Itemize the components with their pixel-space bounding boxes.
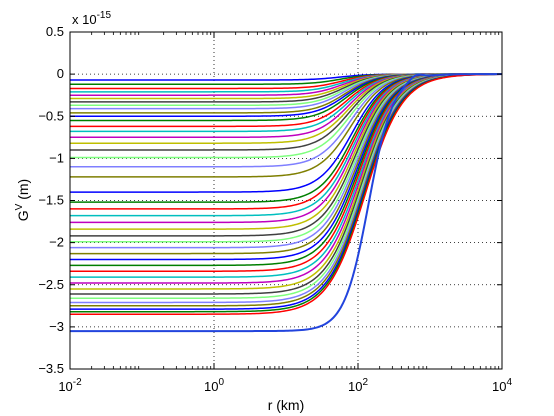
y-tick-label: −3: [49, 319, 64, 334]
y-axis-title-base: G: [15, 210, 31, 221]
y-tick-label: −3.5: [38, 361, 64, 376]
y-axis-title: GV (m): [14, 179, 31, 221]
y-tick-label: 0: [57, 66, 64, 81]
y-multiplier: x 10-15: [72, 10, 111, 27]
x-tick-label: 102: [348, 377, 368, 394]
ticks: 0.5 0 −0.5 −1 −1.5 −2 −2.5 −3 −3.510-2 100 102 104: [38, 24, 512, 394]
series-line: [70, 73, 502, 315]
y-multiplier-exp: -15: [97, 10, 112, 21]
x-axis-title: r (km): [268, 397, 305, 413]
x-tick-label: 100: [204, 377, 224, 394]
y-tick-label: −0.5: [38, 108, 64, 123]
y-tick-label: −2.5: [38, 277, 64, 292]
series-group: [70, 73, 502, 333]
x-tick-label: 10-2: [58, 377, 82, 394]
y-tick-label: 0.5: [46, 24, 64, 39]
x-tick-label: 104: [492, 377, 512, 394]
y-tick-label: −1: [49, 150, 64, 165]
y-axis-title-sup: V: [14, 203, 25, 210]
y-axis-title-unit: (m): [15, 179, 31, 204]
series-line-final: [70, 73, 502, 333]
y-tick-label: −2: [49, 235, 64, 250]
y-multiplier-base: x 10: [72, 12, 97, 27]
y-tick-label: −1.5: [38, 193, 64, 208]
